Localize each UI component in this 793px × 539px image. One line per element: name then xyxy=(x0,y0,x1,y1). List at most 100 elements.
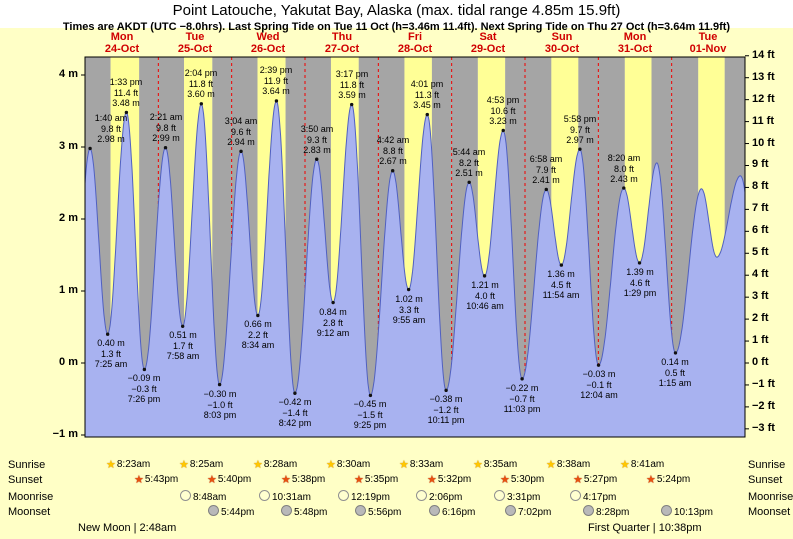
y-axis-label-right: 11 ft xyxy=(752,115,775,127)
high-tide-label: 4:53 pm 10.6 ft 3.23 m xyxy=(477,95,529,127)
tide-label-line: 1.36 m xyxy=(547,269,575,279)
tide-label-line: 2.83 m xyxy=(303,145,331,155)
sunrise-time: 8:33am xyxy=(409,459,444,470)
tide-label-line: 8:03 pm xyxy=(203,410,237,420)
moonset-marker: 10:13pm xyxy=(661,505,713,518)
tide-label-line: −0.09 m xyxy=(127,373,161,383)
sunset-star-icon: ★ xyxy=(134,474,144,486)
sunset-star-icon: ★ xyxy=(354,474,364,486)
high-tide-label: 2:39 pm 11.9 ft 3.64 m xyxy=(250,65,302,97)
tide-label-line: 8.8 ft xyxy=(382,145,403,156)
tide-label-line: 4:42 am xyxy=(376,135,410,145)
sunrise-star-icon: ★ xyxy=(106,459,116,471)
tide-label-line: 2.2 ft xyxy=(247,329,268,340)
day-date: 29-Oct xyxy=(470,43,506,55)
y-axis-label-right: −2 ft xyxy=(752,400,775,412)
moonrise-time: 2:06pm xyxy=(429,492,463,503)
day-date: 27-Oct xyxy=(324,43,360,55)
tide-label-line: 1:29 pm xyxy=(623,288,657,298)
sunset-star-icon: ★ xyxy=(207,474,217,486)
moonset-moon-icon xyxy=(429,505,440,516)
moonset-time: 6:16pm xyxy=(442,507,476,518)
low-tide-label: 0.14 m 0.5 ft 1:15 am xyxy=(649,357,701,389)
tide-label-line: 9.6 ft xyxy=(230,126,251,137)
sunset-marker: ★5:27pm xyxy=(573,473,617,486)
y-axis-label-right: 13 ft xyxy=(752,71,775,83)
low-tide-label: −0.22 m −0.7 ft 11:03 pm xyxy=(496,383,548,415)
tide-label-line: −0.7 ft xyxy=(509,393,535,404)
low-tide-label: −0.42 m −1.4 ft 8:42 pm xyxy=(269,397,321,429)
sunset-marker: ★5:38pm xyxy=(281,473,325,486)
tide-extreme-dot xyxy=(637,261,642,265)
y-axis-label-left: 3 m xyxy=(59,140,78,152)
tide-label-line: 11:54 am xyxy=(542,290,580,300)
tide-label-line: 7.9 ft xyxy=(535,164,556,175)
tide-label-line: 7:26 pm xyxy=(127,394,161,404)
tide-label-line: 8.2 ft xyxy=(458,157,479,168)
low-tide-label: 1.36 m 4.5 ft 11:54 am xyxy=(535,269,587,301)
sunrise-star-icon: ★ xyxy=(620,459,630,471)
tide-label-line: −0.30 m xyxy=(203,389,237,399)
tide-label-line: 11.8 ft xyxy=(188,78,214,89)
tide-label-line: 7:58 am xyxy=(166,351,200,361)
tide-label-line: 1.21 m xyxy=(471,280,499,290)
tide-extreme-dot xyxy=(163,146,168,150)
day-name: Wed xyxy=(256,31,280,43)
tide-label-line: 1.02 m xyxy=(395,294,423,304)
moonset-time: 10:13pm xyxy=(674,507,713,518)
tide-label-line: 1.39 m xyxy=(626,267,654,277)
sunset-time: 5:30pm xyxy=(510,474,545,485)
y-axis-label-right: 5 ft xyxy=(752,246,769,258)
sunset-marker: ★5:43pm xyxy=(134,473,178,486)
moon-phase-note: First Quarter | 10:38pm xyxy=(588,522,702,534)
sunset-time: 5:38pm xyxy=(291,474,326,485)
tide-label-line: 3:04 am xyxy=(224,116,258,126)
y-axis-label-right: −1 ft xyxy=(752,378,775,390)
sunrise-row-label-left: Sunrise xyxy=(8,459,46,471)
y-axis-label-right: 1 ft xyxy=(752,334,769,346)
tide-label-line: −0.03 m xyxy=(582,369,616,379)
low-tide-label: 0.40 m 1.3 ft 7:25 am xyxy=(85,338,137,370)
moonset-time: 5:44pm xyxy=(221,507,255,518)
moonset-moon-icon xyxy=(661,505,672,516)
high-tide-label: 8:20 am 8.0 ft 2.43 m xyxy=(598,153,650,185)
moonset-row-label-left: Moonset xyxy=(8,506,51,518)
day-label: Fri 28-Oct xyxy=(379,31,451,55)
moonrise-time: 12:19pm xyxy=(351,492,390,503)
day-date: 24-Oct xyxy=(104,43,140,55)
sunset-time: 5:32pm xyxy=(437,474,472,485)
tide-extreme-dot xyxy=(673,351,678,355)
high-tide-label: 4:42 am 8.8 ft 2.67 m xyxy=(367,135,419,167)
tide-label-line: 3.64 m xyxy=(262,86,290,96)
y-axis-label-right: 8 ft xyxy=(752,180,769,192)
night-band xyxy=(285,57,305,437)
high-tide-label: 2:04 pm 11.8 ft 3.60 m xyxy=(175,68,227,100)
day-name: Mon xyxy=(110,31,134,43)
tide-area xyxy=(85,101,745,437)
tide-label-line: 1.7 ft xyxy=(172,340,193,351)
moonset-time: 5:56pm xyxy=(368,507,402,518)
tide-label-line: 11.3 ft xyxy=(414,89,440,100)
y-axis-label-left: 0 m xyxy=(59,356,78,368)
tide-label-line: −0.38 m xyxy=(429,394,463,404)
tide-label-line: 8:42 pm xyxy=(278,418,312,428)
low-tide-label: −0.09 m −0.3 ft 7:26 pm xyxy=(118,373,170,405)
sunset-time: 5:27pm xyxy=(583,474,618,485)
tide-extreme-dot xyxy=(239,149,243,154)
day-label: Thu 27-Oct xyxy=(306,31,378,55)
moonset-marker: 5:56pm xyxy=(355,505,401,518)
moonrise-moon-icon xyxy=(416,490,427,501)
moonset-marker: 5:44pm xyxy=(208,505,254,518)
tide-label-line: 8:34 am xyxy=(241,340,275,350)
high-tide-label: 5:44 am 8.2 ft 2.51 m xyxy=(443,147,495,179)
tide-curve xyxy=(84,100,746,397)
tide-label-line: −0.42 m xyxy=(278,397,312,407)
tide-label-line: 2:39 pm xyxy=(259,65,293,75)
sunrise-time: 8:35am xyxy=(483,459,518,470)
tide-label-line: 1:15 am xyxy=(658,378,692,388)
day-name: Tue xyxy=(185,31,205,43)
day-name: Tue xyxy=(698,31,718,43)
sunset-marker: ★5:35pm xyxy=(354,473,398,486)
tide-label-line: −0.1 ft xyxy=(586,379,612,390)
